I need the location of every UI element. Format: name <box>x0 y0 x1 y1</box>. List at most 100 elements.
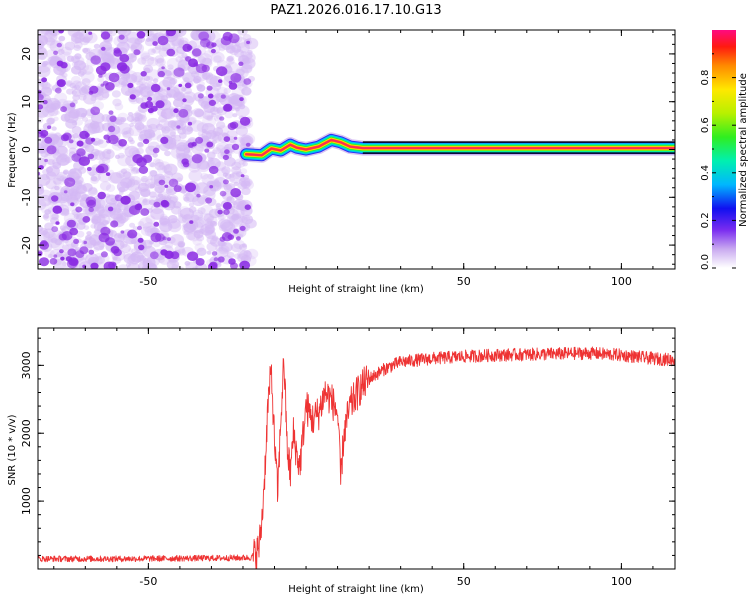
noise-blob-strong <box>178 108 189 118</box>
noise-blob-strong <box>38 250 43 256</box>
noise-blob <box>107 56 116 64</box>
noise-blob <box>91 148 100 157</box>
noise-blob <box>112 98 122 107</box>
noise-blob <box>186 232 196 241</box>
noise-blob <box>154 184 165 194</box>
noise-blob <box>181 87 187 92</box>
noise-blob-strong <box>155 233 165 242</box>
noise-blob <box>101 51 112 60</box>
noise-blob <box>147 128 162 141</box>
snr-xtick-label: 100 <box>611 575 632 588</box>
noise-blob <box>219 46 226 52</box>
noise-blob-strong <box>107 206 114 212</box>
noise-blob-strong <box>143 138 150 145</box>
noise-blob-strong <box>133 49 141 56</box>
noise-blob-strong <box>150 105 158 112</box>
noise-blob <box>169 131 177 137</box>
noise-blob <box>207 173 214 180</box>
noise-blob-strong <box>204 148 210 153</box>
noise-blob-strong <box>205 197 213 204</box>
noise-blob <box>183 213 193 221</box>
noise-blob <box>137 221 145 227</box>
noise-blob-strong <box>136 157 148 167</box>
noise-blob-strong <box>67 248 77 257</box>
noise-blob <box>144 129 155 139</box>
noise-blob <box>231 87 245 98</box>
noise-blob-strong <box>62 132 72 141</box>
noise-blob <box>114 102 124 111</box>
noise-blob <box>177 39 185 46</box>
noise-blob <box>215 121 226 129</box>
noise-blob <box>68 188 78 196</box>
noise-blob <box>125 90 132 96</box>
noise-blob <box>191 70 200 78</box>
noise-blob <box>50 239 65 251</box>
noise-blob <box>245 248 259 260</box>
noise-blob <box>141 55 155 66</box>
noise-blob <box>200 172 209 180</box>
noise-blob <box>233 181 239 186</box>
noise-blob <box>99 245 105 251</box>
noise-blob-strong <box>238 61 244 66</box>
noise-blob <box>38 194 52 207</box>
noise-blob-strong <box>216 66 228 77</box>
noise-blob <box>182 222 197 235</box>
noise-blob-strong <box>231 143 240 151</box>
noise-blob <box>197 207 206 215</box>
noise-blob <box>147 182 156 189</box>
noise-blob <box>59 71 65 76</box>
noise-blob <box>151 263 157 269</box>
noise-blob <box>162 76 176 88</box>
noise-blob-strong <box>223 209 230 216</box>
noise-blob-strong <box>127 229 138 239</box>
noise-blob <box>146 117 160 130</box>
noise-blob-strong <box>85 137 94 145</box>
noise-blob <box>73 84 81 90</box>
noise-blob-strong <box>181 158 189 165</box>
noise-blob <box>187 230 201 242</box>
noise-blob <box>206 242 218 252</box>
noise-blob <box>128 253 141 265</box>
noise-blob-strong <box>60 256 65 261</box>
noise-blob <box>175 153 182 158</box>
noise-blob-strong <box>184 82 192 89</box>
noise-blob-strong <box>108 72 120 83</box>
noise-blob <box>196 122 209 133</box>
snr-ylabel: SNR (10 * v/v) <box>7 414 18 485</box>
noise-blob-strong <box>101 46 106 51</box>
noise-blob <box>207 30 221 42</box>
noise-blob <box>223 87 231 94</box>
noise-blob <box>137 142 144 148</box>
noise-blob <box>142 198 151 206</box>
noise-blob <box>116 181 130 192</box>
noise-blob-strong <box>127 82 134 89</box>
noise-blob <box>226 196 235 204</box>
noise-blob <box>47 234 56 241</box>
noise-blob <box>177 52 185 59</box>
spectrogram-ytick-label: 20 <box>20 47 33 61</box>
noise-blob <box>131 72 144 83</box>
noise-blob <box>117 30 127 35</box>
noise-blob <box>208 180 222 192</box>
noise-blob <box>161 127 167 132</box>
noise-blob <box>93 140 99 146</box>
noise-blob-strong <box>235 236 241 241</box>
noise-blob <box>128 190 141 201</box>
noise-blob <box>144 38 155 47</box>
noise-blob <box>131 167 140 175</box>
noise-blob <box>166 57 180 69</box>
noise-blob <box>206 235 218 245</box>
noise-blob-strong <box>75 206 83 213</box>
noise-blob <box>67 30 81 38</box>
noise-blob-strong <box>56 42 62 48</box>
noise-blob <box>140 52 151 62</box>
noise-blob <box>101 92 110 99</box>
noise-blob <box>42 214 49 220</box>
noise-blob <box>170 234 184 246</box>
noise-blob-strong <box>54 87 62 94</box>
noise-blob-strong <box>152 147 160 154</box>
noise-blob-strong <box>90 55 101 65</box>
noise-blob <box>122 171 132 179</box>
noise-blob <box>44 216 51 222</box>
noise-blob <box>236 99 245 107</box>
